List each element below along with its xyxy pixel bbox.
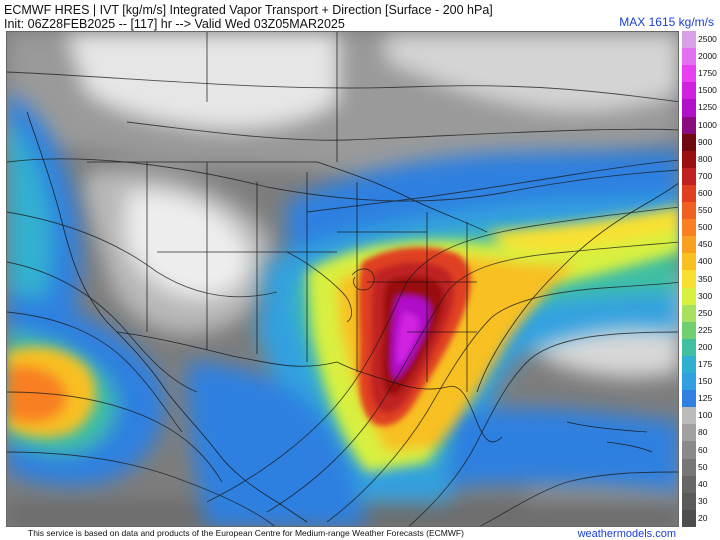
legend-level-label: 300	[698, 290, 713, 301]
atmospheric-river-core	[358, 247, 471, 427]
legend-swatch	[682, 509, 696, 528]
data-source-notice: This service is based on data and produc…	[28, 528, 464, 538]
legend-swatch	[682, 184, 696, 203]
legend-level-label: 350	[698, 273, 713, 284]
legend-level-label: 500	[698, 222, 713, 233]
legend-level-label: 80	[698, 427, 708, 438]
ivt-color-legend: 2500 2000 1750 1500 1250 1000 900 800 700 600 550 5…	[682, 31, 720, 528]
legend-swatch	[682, 373, 696, 391]
legend-level-label: 550	[698, 205, 713, 216]
legend-swatch	[682, 304, 696, 323]
legend-level-label: 1500	[698, 85, 717, 96]
legend-level-label: 30	[698, 495, 708, 506]
chart-title: ECMWF HRES | IVT [kg/m/s] Integrated Vap…	[4, 3, 493, 17]
legend-swatch	[682, 424, 696, 442]
legend-level-label: 150	[698, 376, 713, 387]
legend-swatch	[682, 441, 696, 460]
legend-level-label: 450	[698, 239, 713, 250]
geographic-boundaries	[26, 32, 678, 523]
legend-swatch	[682, 133, 696, 152]
legend-swatch	[682, 287, 696, 306]
legend-level-label: 20	[698, 512, 708, 523]
max-value-label: MAX 1615 kg/m/s	[619, 15, 714, 29]
legend-swatch	[682, 82, 696, 100]
legend-level-label: 50	[698, 461, 708, 472]
legend-swatch	[682, 253, 696, 271]
legend-swatch	[682, 236, 696, 254]
legend-swatch	[682, 407, 696, 425]
legend-swatch	[682, 355, 696, 374]
legend-swatch	[682, 167, 696, 186]
legend-level-label: 1750	[698, 68, 717, 79]
footer: This service is based on data and produc…	[0, 528, 720, 540]
legend-level-label: 1000	[698, 119, 717, 130]
legend-level-label: 800	[698, 153, 713, 164]
legend-swatch	[682, 458, 696, 477]
ivt-map	[6, 31, 679, 527]
legend-swatch	[682, 321, 696, 340]
legend-level-label: 400	[698, 256, 713, 267]
legend-swatch	[682, 65, 696, 83]
legend-level-label: 200	[698, 341, 713, 352]
legend-level-label: 2000	[698, 51, 717, 62]
legend-level-label: 125	[698, 393, 713, 404]
legend-swatch	[682, 390, 696, 408]
legend-swatch	[682, 31, 696, 49]
site-credit-link[interactable]: weathermodels.com	[577, 528, 676, 540]
legend-level-label: 700	[698, 170, 713, 181]
legend-swatch	[682, 99, 696, 117]
legend-swatch	[682, 150, 696, 169]
legend-swatch	[682, 48, 696, 66]
init-valid-line: Init: 06Z28FEB2025 -- [117] hr --> Valid…	[4, 17, 345, 31]
legend-swatch	[682, 492, 696, 511]
legend-swatch	[682, 202, 696, 220]
legend-level-label: 225	[698, 324, 713, 335]
legend-level-label: 2500	[698, 34, 717, 45]
legend-swatch	[682, 338, 696, 357]
legend-swatch	[682, 116, 696, 135]
legend-level-label: 60	[698, 444, 708, 455]
legend-level-label: 900	[698, 136, 713, 147]
legend-swatch	[682, 475, 696, 494]
legend-level-label: 40	[698, 478, 708, 489]
legend-level-label: 175	[698, 359, 713, 370]
legend-level-label: 250	[698, 307, 713, 318]
legend-swatch	[682, 219, 696, 237]
legend-level-label: 600	[698, 187, 713, 198]
legend-swatch	[682, 270, 696, 289]
ivt-streamlines	[7, 71, 678, 526]
legend-level-label: 1250	[698, 102, 717, 113]
legend-level-label: 100	[698, 410, 713, 421]
